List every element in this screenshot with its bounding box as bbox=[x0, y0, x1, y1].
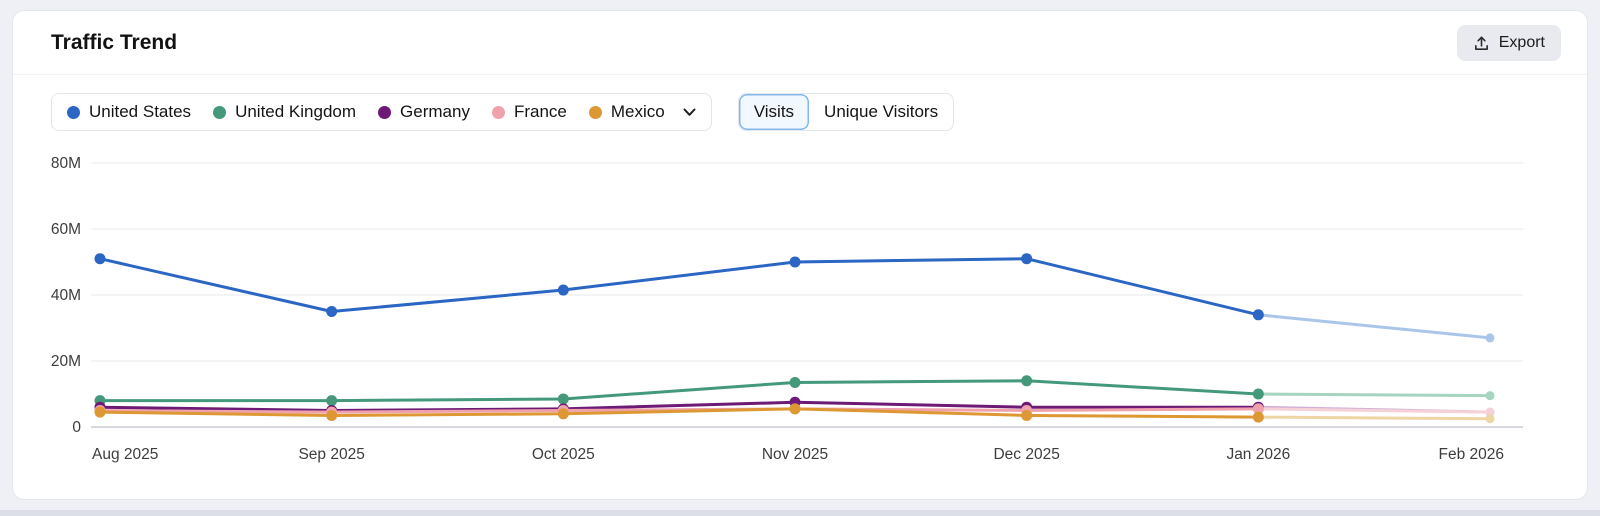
legend-label: France bbox=[513, 102, 567, 121]
series-line-mexico bbox=[98, 407, 1260, 419]
y-axis-tick-label: 40M bbox=[51, 287, 81, 304]
series-point-united-states[interactable] bbox=[789, 256, 801, 268]
x-axis-tick-label: Jan 2026 bbox=[1226, 446, 1290, 463]
series-point-united-kingdom[interactable] bbox=[557, 393, 569, 405]
series-point-united-kingdom[interactable] bbox=[1021, 375, 1033, 387]
legend-item-germany[interactable]: Germany bbox=[378, 102, 470, 122]
forecast-segment-united-states bbox=[1256, 313, 1492, 340]
series-line-united-kingdom bbox=[98, 379, 1260, 403]
series-point-united-kingdom[interactable] bbox=[326, 395, 338, 407]
x-axis-tick-label: Oct 2025 bbox=[532, 446, 595, 463]
forecast-segment-france bbox=[1256, 407, 1492, 414]
export-button[interactable]: Export bbox=[1456, 25, 1561, 61]
legend-label: United States bbox=[89, 102, 192, 121]
legend-item-united-kingdom[interactable]: United Kingdom bbox=[213, 102, 356, 122]
x-axis-tick-label: Aug 2025 bbox=[92, 446, 158, 463]
series-color-dot bbox=[213, 105, 227, 119]
series-point-mexico[interactable] bbox=[1021, 409, 1033, 421]
series-point-france[interactable] bbox=[1485, 407, 1495, 417]
series-point-mexico[interactable] bbox=[326, 409, 338, 421]
x-axis-tick-label: Dec 2025 bbox=[993, 446, 1059, 463]
legend-item-france[interactable]: France bbox=[491, 102, 567, 122]
series-point-united-states[interactable] bbox=[326, 306, 338, 317]
series-point-mexico[interactable] bbox=[557, 408, 569, 420]
forecast-segment-united-kingdom bbox=[1256, 392, 1492, 398]
series-color-dot bbox=[491, 105, 505, 119]
chart-controls: United States United Kingdom Germany Fra… bbox=[13, 75, 1587, 137]
series-line-united-states bbox=[98, 257, 1260, 317]
series-point-mexico[interactable] bbox=[789, 403, 801, 415]
legend-label: Germany bbox=[400, 102, 470, 121]
metric-toggle: Visits Unique Visitors bbox=[737, 93, 955, 131]
series-point-united-states[interactable] bbox=[1021, 253, 1033, 265]
series-line-france bbox=[98, 407, 1260, 414]
x-axis-tick-label: Feb 2026 bbox=[1439, 446, 1505, 463]
traffic-trend-chart: 80M 60M 40M 20M 0 Aug 2025 Sep 2025 Oct 2025 Nov… bbox=[51, 155, 1523, 463]
export-label: Export bbox=[1498, 34, 1545, 51]
tab-visits[interactable]: Visits bbox=[738, 94, 810, 130]
page-edge bbox=[0, 510, 1600, 516]
legend-label: Mexico bbox=[610, 102, 665, 121]
card-header: Traffic Trend Export bbox=[13, 11, 1587, 75]
y-axis-tick-label: 60M bbox=[51, 221, 81, 238]
series-point-united-states[interactable] bbox=[557, 284, 569, 296]
traffic-trend-card: Traffic Trend Export United States bbox=[12, 10, 1588, 500]
y-axis-tick-label: 80M bbox=[51, 155, 81, 172]
series-point-france[interactable] bbox=[1252, 403, 1264, 415]
page-title: Traffic Trend bbox=[51, 31, 178, 54]
series-point-united-kingdom[interactable] bbox=[1485, 391, 1495, 401]
series-point-united-states[interactable] bbox=[94, 253, 106, 265]
series-point-united-states[interactable] bbox=[1485, 333, 1495, 343]
series-line-germany bbox=[98, 400, 1260, 412]
series-point-mexico[interactable] bbox=[1252, 411, 1264, 423]
legend-label: United Kingdom bbox=[235, 102, 357, 121]
series-color-dot bbox=[378, 105, 392, 119]
legend-item-united-states[interactable]: United States bbox=[67, 102, 191, 122]
y-axis-tick-label: 20M bbox=[51, 353, 81, 370]
x-axis-tick-label: Sep 2025 bbox=[298, 446, 364, 463]
page: Traffic Trend Export United States bbox=[12, 10, 1588, 500]
chevron-down-icon[interactable] bbox=[683, 108, 696, 117]
tab-unique-visitors[interactable]: Unique Visitors bbox=[809, 94, 953, 130]
series-point-united-kingdom[interactable] bbox=[789, 376, 801, 388]
legend-item-mexico[interactable]: Mexico bbox=[588, 102, 665, 122]
series-color-dot bbox=[588, 105, 602, 119]
series-color-dot bbox=[67, 105, 80, 119]
series-point-united-kingdom[interactable] bbox=[1252, 388, 1264, 400]
forecast-segment-mexico bbox=[1256, 415, 1492, 421]
chart-area: 80M 60M 40M 20M 0 Aug 2025 Sep 2025 Oct 2025 Nov… bbox=[13, 137, 1587, 484]
y-axis-tick-label: 0 bbox=[72, 419, 81, 436]
series-point-mexico[interactable] bbox=[94, 406, 106, 418]
series-point-mexico[interactable] bbox=[1485, 414, 1495, 424]
x-axis-tick-label: Nov 2025 bbox=[762, 446, 828, 463]
series-point-united-states[interactable] bbox=[1252, 309, 1264, 321]
country-legend[interactable]: United States United Kingdom Germany Fra… bbox=[51, 93, 712, 131]
export-icon bbox=[1473, 35, 1490, 52]
